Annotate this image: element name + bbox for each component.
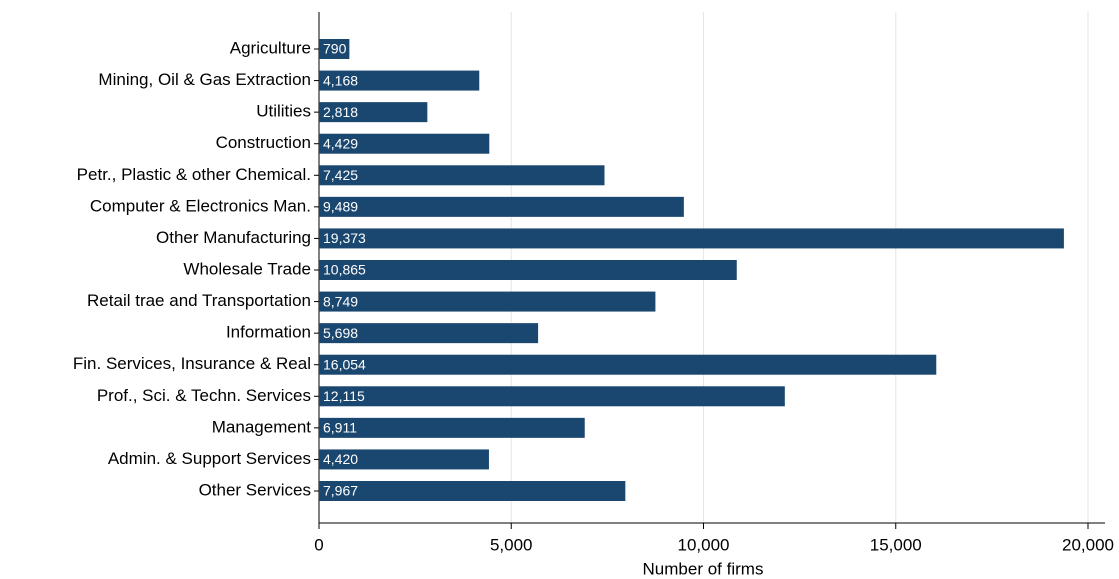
bar	[319, 386, 785, 407]
value-label: 4,168	[323, 72, 358, 88]
bar	[319, 481, 626, 501]
bar	[319, 70, 480, 91]
bar	[319, 323, 539, 344]
bar	[319, 39, 350, 59]
value-label: 790	[323, 41, 347, 57]
value-label: 5,698	[323, 325, 358, 341]
y-tick-label: Construction	[216, 133, 311, 152]
bar	[319, 417, 585, 438]
value-label: 16,054	[323, 356, 366, 372]
value-label: 12,115	[323, 388, 365, 404]
y-tick-label: Other Services	[199, 480, 311, 499]
y-tick-label: Management	[212, 417, 312, 436]
y-tick-label: Computer & Electronics Man.	[90, 196, 311, 215]
x-tick-label: 5,000	[490, 535, 533, 554]
y-tick-label: Retail trae and Transportation	[87, 291, 311, 310]
value-label: 4,420	[323, 451, 358, 467]
value-label: 4,429	[323, 135, 358, 151]
y-tick-label: Petr., Plastic & other Chemical.	[77, 165, 311, 184]
y-tick-label: Fin. Services, Insurance & Real	[73, 354, 311, 373]
value-label: 7,425	[323, 167, 358, 183]
y-tick-label: Information	[226, 323, 311, 342]
bar	[319, 260, 737, 280]
value-label: 19,373	[323, 230, 366, 246]
y-tick-label: Wholesale Trade	[183, 259, 311, 278]
x-tick-label: 20,000	[1062, 535, 1114, 554]
value-label: 8,749	[323, 293, 358, 309]
value-label: 2,818	[323, 104, 358, 120]
bar	[319, 165, 605, 186]
y-tick-label: Other Manufacturing	[156, 228, 311, 247]
bar	[319, 291, 656, 312]
x-tick-label: 15,000	[870, 535, 922, 554]
y-tick-label: Utilities	[256, 102, 311, 121]
value-label: 9,489	[323, 199, 358, 215]
bar	[319, 196, 684, 217]
value-label: 7,967	[323, 483, 358, 499]
x-tick-label: 10,000	[678, 535, 730, 554]
y-tick-label: Admin. & Support Services	[108, 449, 311, 468]
x-axis-title: Number of firms	[643, 559, 764, 578]
value-label: 6,911	[323, 420, 357, 436]
y-tick-label: Prof., Sci. & Techn. Services	[97, 386, 311, 405]
y-tick-label: Mining, Oil & Gas Extraction	[98, 70, 311, 89]
bar	[319, 228, 1064, 249]
bar	[319, 133, 490, 154]
bar	[319, 449, 489, 470]
y-tick-label: Agriculture	[230, 38, 311, 57]
x-tick-label: 0	[314, 535, 323, 554]
bar	[319, 354, 937, 375]
bar	[319, 102, 428, 123]
value-label: 10,865	[323, 262, 366, 278]
